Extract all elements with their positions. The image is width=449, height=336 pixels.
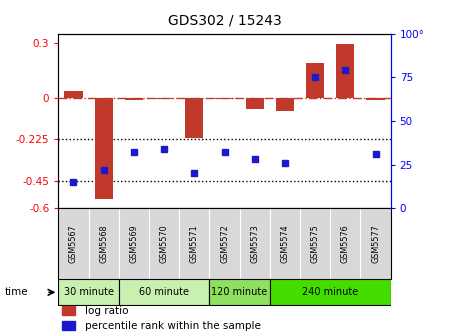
Bar — [62, 306, 75, 315]
Text: 120 minute: 120 minute — [211, 287, 268, 297]
Text: GSM5571: GSM5571 — [190, 224, 199, 263]
Bar — [306, 63, 324, 98]
Text: percentile rank within the sample: percentile rank within the sample — [85, 321, 261, 331]
Bar — [155, 98, 173, 99]
Bar — [246, 98, 264, 109]
Text: GSM5567: GSM5567 — [69, 224, 78, 263]
Text: GSM5574: GSM5574 — [281, 224, 290, 263]
Text: GSM5575: GSM5575 — [311, 224, 320, 263]
Bar — [216, 98, 233, 99]
Bar — [366, 98, 385, 100]
Text: GSM5577: GSM5577 — [371, 224, 380, 263]
Bar — [95, 98, 113, 199]
Text: time: time — [4, 287, 28, 297]
Bar — [209, 280, 270, 305]
Text: GSM5573: GSM5573 — [250, 224, 259, 263]
Bar — [62, 321, 75, 330]
Text: GSM5569: GSM5569 — [129, 224, 138, 263]
Text: 60 minute: 60 minute — [139, 287, 189, 297]
Text: GSM5572: GSM5572 — [220, 224, 229, 263]
Bar — [270, 280, 391, 305]
Bar — [119, 280, 209, 305]
Bar — [125, 98, 143, 100]
Bar — [276, 98, 294, 111]
Text: log ratio: log ratio — [85, 305, 128, 316]
Text: 240 minute: 240 minute — [302, 287, 358, 297]
Text: GDS302 / 15243: GDS302 / 15243 — [167, 13, 282, 28]
Bar — [336, 44, 354, 98]
Text: 30 minute: 30 minute — [64, 287, 114, 297]
Bar — [185, 98, 203, 138]
Bar — [58, 280, 119, 305]
Text: GSM5568: GSM5568 — [99, 224, 108, 263]
Text: GSM5576: GSM5576 — [341, 224, 350, 263]
Bar — [64, 91, 83, 98]
Text: GSM5570: GSM5570 — [159, 224, 168, 263]
